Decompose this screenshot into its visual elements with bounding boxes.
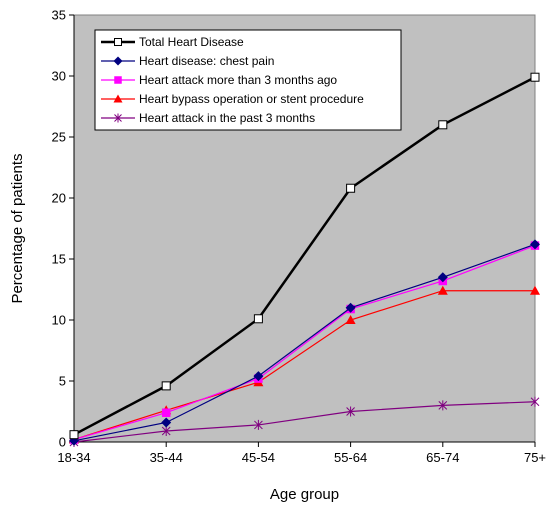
series-line [73,290,535,441]
series-line [73,245,536,441]
x-tick-label: 18-34 [57,450,90,465]
x-tick-label: 65-74 [426,450,459,465]
data-point [253,314,263,324]
legend: Total Heart Disease Heart disease: chest … [94,29,402,131]
x-tick-label: 75+ [524,450,546,465]
data-point [530,72,540,82]
series-line [73,76,536,436]
y-axis-title: Percentage of patients [9,153,26,303]
data-point [114,38,122,46]
y-tick-label: 15 [52,252,66,267]
y-tick-label: 0 [59,435,66,450]
legend-label: Heart bypass operation or stent procedur… [139,92,364,106]
data-point [253,371,264,382]
x-tick-label: 45-54 [242,450,275,465]
data-point [113,94,123,103]
series [69,72,540,440]
data-point [530,285,540,295]
data-point [438,400,448,411]
legend-item: Heart attack in the past 3 months [101,111,315,125]
data-point [254,419,263,430]
data-point [161,381,171,391]
data-point [346,183,356,193]
data-point [530,239,540,250]
x-tick-label: 35-44 [150,450,183,465]
legend-item: Heart bypass operation or stent procedur… [101,92,364,106]
legend-item: Heart attack more than 3 months ago [101,73,337,87]
y-tick-label: 25 [52,130,66,145]
legend-item: Total Heart Disease [101,35,244,49]
data-point [438,120,448,130]
y-tick-label: 5 [59,374,66,389]
y-tick-label: 10 [52,313,66,328]
data-point [345,302,356,313]
data-point [437,285,448,295]
series-line [73,401,536,443]
data-point [345,315,356,324]
legend-label: Heart attack in the past 3 months [139,111,315,125]
x-tick-label: 55-64 [334,450,367,465]
legend-label: Total Heart Disease [139,35,244,49]
legend-label: Heart attack more than 3 months ago [139,73,337,87]
y-tick-label: 35 [52,8,66,23]
data-point [114,76,122,84]
series [69,239,540,446]
data-point [437,272,448,283]
data-point [530,396,540,407]
series-line [73,243,536,442]
data-point [69,430,79,440]
y-axis: 0 5 10 15 20 25 30 35 [52,8,75,450]
data-point [161,417,172,428]
data-point [161,426,171,437]
data-point [113,56,123,66]
data-point [161,408,171,417]
x-axis: 18-34 35-44 45-54 55-64 65-74 75+ [57,441,546,465]
x-axis-title: Age group [270,486,339,503]
y-tick-label: 30 [52,69,66,84]
data-point [114,113,122,123]
legend-label: Heart disease: chest pain [139,54,274,68]
y-tick-label: 20 [52,191,66,206]
series-layer [69,72,540,447]
legend-item: Heart disease: chest pain [101,54,274,68]
legend-box [94,29,402,131]
data-point [346,406,355,417]
